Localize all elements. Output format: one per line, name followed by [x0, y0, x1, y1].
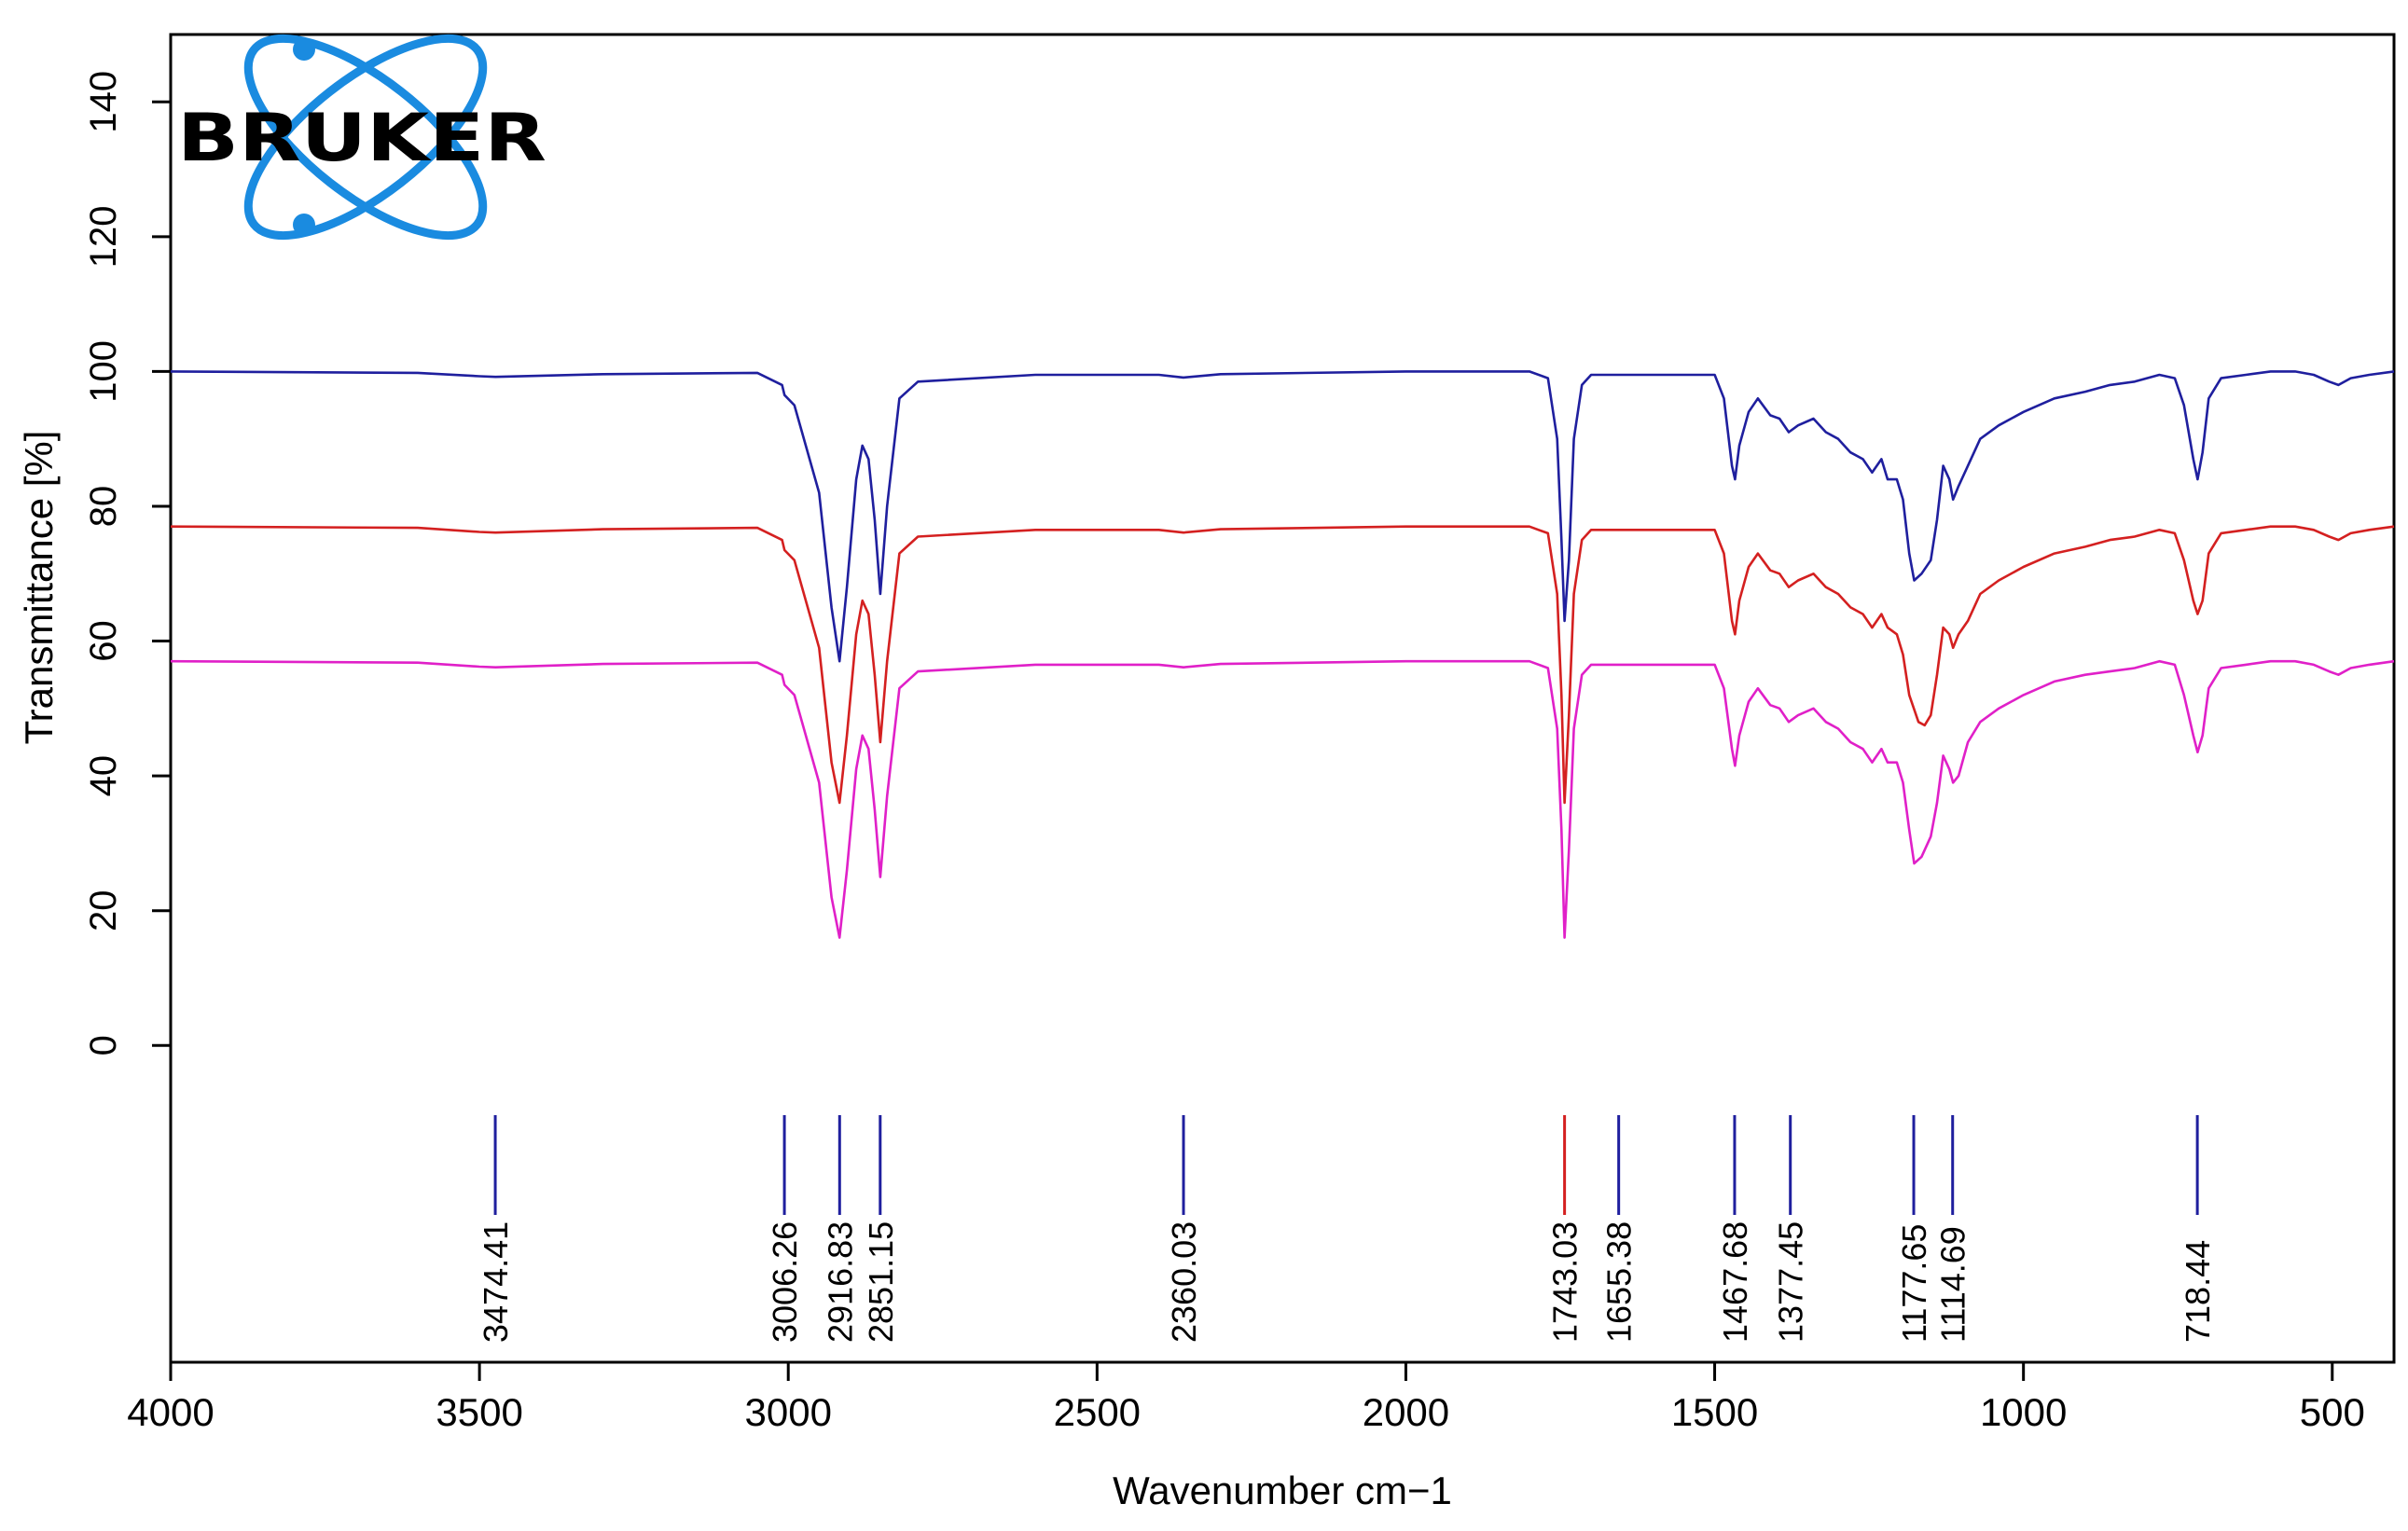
- spectrum-line-2: [170, 525, 2395, 805]
- spectra-series: [170, 370, 2395, 939]
- y-tick-label: 100: [83, 340, 124, 403]
- x-tick-label: 500: [2300, 1390, 2365, 1434]
- peak-marker-label: 2360.03: [1165, 1221, 1203, 1343]
- peak-marker-label: 2916.83: [821, 1221, 859, 1343]
- peak-marker-label: 3006.26: [766, 1221, 804, 1343]
- peak-marker-label: 1114.69: [1934, 1226, 1972, 1343]
- peak-marker-label: 3474.41: [477, 1221, 515, 1343]
- spectrum-line-1: [170, 370, 2395, 663]
- peak-marker-label: 1377.45: [1772, 1221, 1810, 1343]
- x-tick-label: 1500: [1671, 1390, 1758, 1434]
- x-tick-label: 4000: [127, 1390, 214, 1434]
- plot-frame: [169, 33, 2396, 1364]
- peak-marker-label: 1177.65: [1895, 1224, 1933, 1343]
- atom-orbit-icon: [243, 34, 488, 241]
- y-axis: 0 20 40 60 80 100 120 140: [83, 71, 171, 1055]
- y-tick-label: 120: [83, 205, 124, 268]
- peak-marker-label: 1467.68: [1716, 1221, 1754, 1343]
- spectrum-line-3: [170, 659, 2395, 939]
- y-tick-label: 40: [83, 755, 124, 797]
- x-tick-label: 1000: [1980, 1390, 2067, 1434]
- x-tick-label: 3000: [745, 1390, 832, 1434]
- x-tick-label: 3500: [436, 1390, 522, 1434]
- x-axis-label: Wavenumber cm−1: [1113, 1469, 1452, 1512]
- peak-marker-label: 1743.03: [1546, 1221, 1585, 1343]
- x-tick-label: 2000: [1363, 1390, 1449, 1434]
- y-tick-label: 20: [83, 890, 124, 931]
- peak-markers: 3474.41 3006.26 2916.83 2851.15 2360.03 1743.…: [477, 1115, 2217, 1343]
- peak-marker-label: 2851.15: [862, 1221, 900, 1343]
- y-tick-label: 80: [83, 486, 124, 528]
- peak-marker-label: 1655.38: [1600, 1221, 1639, 1343]
- peak-marker-label: 718.44: [2179, 1240, 2217, 1343]
- x-axis: 4000 3500 3000 2500 2000 1500 1000 500: [127, 1362, 2365, 1434]
- y-tick-label: 0: [83, 1035, 124, 1055]
- y-axis-label: Transmittance [%]: [17, 431, 61, 745]
- bruker-logo: BRUKER: [177, 34, 547, 241]
- x-tick-label: 2500: [1054, 1390, 1141, 1434]
- y-tick-label: 60: [83, 620, 124, 662]
- logo-text: BRUKER: [177, 100, 547, 176]
- y-tick-label: 140: [83, 71, 124, 133]
